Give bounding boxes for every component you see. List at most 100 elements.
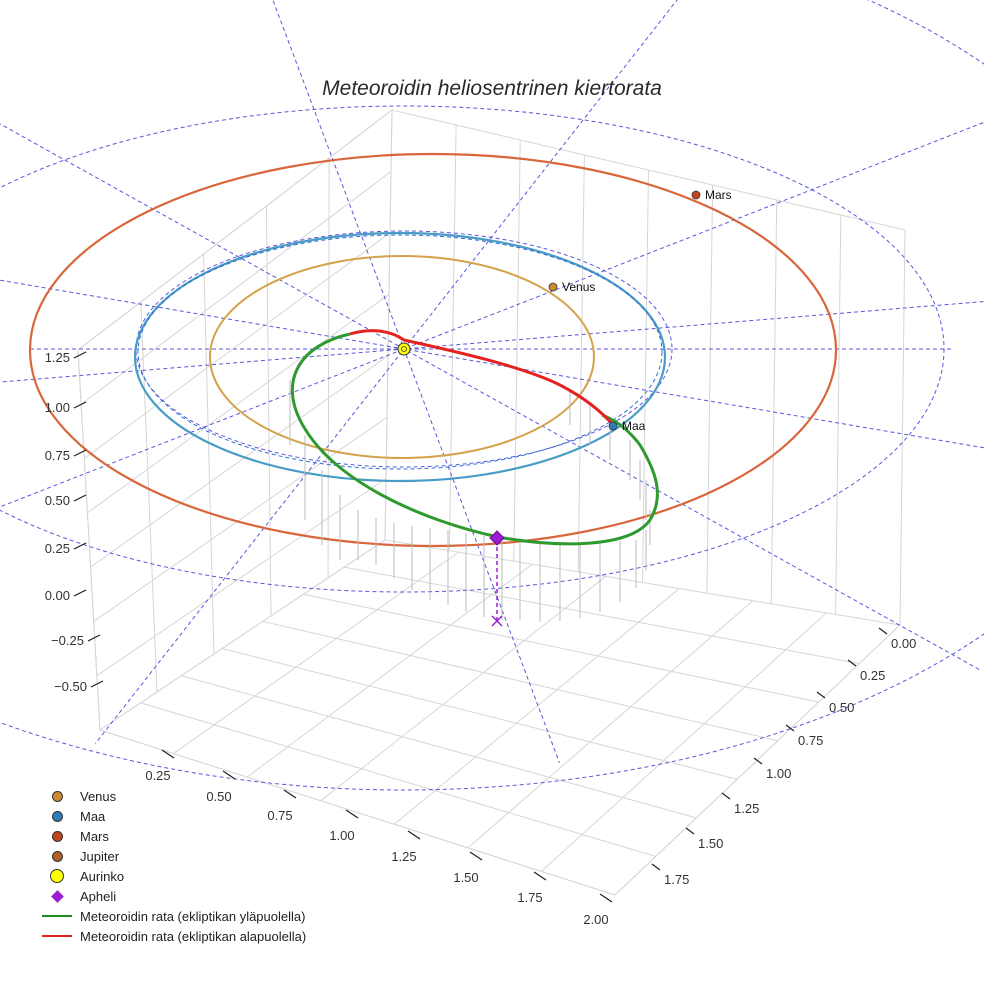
z-tick-label: 1.25 — [45, 350, 70, 365]
ecliptic-ring — [0, 0, 984, 791]
z-tick-mark — [73, 589, 87, 597]
grid-line — [262, 620, 778, 742]
x-tick-label: 0.25 — [145, 768, 170, 783]
y-tick-mark — [785, 724, 795, 732]
grid-box — [77, 109, 906, 896]
y-tick-mark — [878, 627, 888, 635]
y-tick-label: 1.00 — [766, 766, 791, 781]
y-tick-label: 1.50 — [698, 836, 723, 851]
grid-line — [541, 612, 827, 872]
y-tick-label: 0.00 — [891, 636, 916, 651]
grid-line — [222, 648, 738, 780]
legend-line-icon — [42, 915, 72, 917]
z-tick-label: 0.25 — [45, 541, 70, 556]
grid-line — [393, 588, 680, 825]
grid-line — [384, 109, 393, 541]
legend-item: Meteoroidin rata (ekliptikan alapuolella… — [38, 926, 306, 946]
grid-line — [203, 253, 215, 655]
planet-label-mars: Mars — [705, 188, 732, 202]
z-tick-label: −0.50 — [54, 679, 87, 694]
ecliptic-spoke — [0, 121, 984, 508]
grid-line — [90, 355, 389, 568]
ecliptic-spoke — [0, 123, 983, 672]
orbit-layer: Venus Maa Mars — [28, 152, 838, 627]
x-tick-mark — [345, 809, 359, 819]
grid-line — [77, 349, 101, 731]
grid-line — [577, 154, 585, 572]
x-tick-mark — [161, 749, 175, 759]
grid-line — [87, 293, 390, 514]
legend-line-icon — [42, 935, 72, 937]
y-tick-label: 0.25 — [860, 668, 885, 683]
z-tick-label: −0.25 — [51, 633, 84, 648]
x-tick-label: 0.75 — [267, 808, 292, 823]
legend-label: Venus — [80, 788, 117, 804]
grid-line — [96, 478, 387, 677]
z-tick-mark — [87, 634, 101, 642]
legend-label: Maa — [80, 808, 106, 824]
aphelion-marker — [489, 530, 505, 546]
legend-label: Meteoroidin rata (ekliptikan yläpuolella… — [80, 908, 306, 924]
sun-marker — [397, 342, 411, 356]
grid-line — [706, 184, 714, 594]
legend-label: Mars — [80, 828, 109, 844]
legend-item: Maa — [38, 806, 306, 826]
legend-label: Jupiter — [80, 848, 120, 864]
z-tick-label: 0.75 — [45, 448, 70, 463]
earth-orbit-ref — [137, 234, 663, 470]
grid-line — [835, 214, 842, 615]
grid-line — [83, 232, 391, 459]
legend-label: Meteoroidin rata (ekliptikan alapuolella… — [80, 928, 307, 944]
y-tick-mark — [685, 827, 695, 835]
legend-item: Apheli — [38, 886, 306, 906]
z-tick-mark — [73, 401, 87, 409]
legend-dot-icon — [51, 830, 63, 842]
grid-line — [99, 539, 386, 731]
planet-label-venus: Venus — [562, 280, 595, 294]
meteoroid-orbit-below — [349, 329, 616, 427]
x-tick-mark — [222, 770, 236, 780]
z-tick-label: 0.50 — [45, 493, 70, 508]
legend: Venus Maa Mars Jupiter Aurinko Apheli Meteoroi… — [38, 786, 306, 946]
z-tick-mark — [90, 680, 104, 688]
grid-line — [77, 109, 393, 351]
y-tick-mark — [753, 757, 763, 765]
legend-diamond-icon — [50, 889, 64, 903]
legend-label: Aurinko — [80, 868, 125, 884]
legend-symbol — [38, 886, 76, 906]
legend-item: Jupiter — [38, 846, 306, 866]
y-tick-mark — [651, 863, 661, 871]
grid-line — [770, 199, 778, 604]
legend-dot-icon — [51, 850, 63, 862]
z-tick-mark — [73, 494, 87, 502]
x-tick-label: 0.50 — [206, 789, 231, 804]
y-tick-label: 1.75 — [664, 872, 689, 887]
grid-line — [99, 729, 616, 896]
planet-mars — [691, 190, 701, 200]
venus-orbit — [209, 255, 595, 459]
legend-symbol — [38, 846, 76, 866]
grid-line — [140, 702, 656, 857]
legend-symbol — [38, 786, 76, 806]
aphelion-ecliptic-mark — [491, 615, 503, 627]
y-tick-mark — [847, 659, 857, 667]
legend-item: Mars — [38, 826, 306, 846]
grid-line — [327, 157, 330, 579]
x-tick-mark — [283, 789, 297, 799]
earth-orbit — [133, 231, 667, 483]
grid-line — [467, 600, 754, 849]
y-tick-label: 0.50 — [829, 700, 854, 715]
chart-title: Meteoroidin heliosentrinen kiertorata — [322, 77, 662, 100]
legend-item: Meteoroidin rata (ekliptikan yläpuolella… — [38, 906, 306, 926]
z-tick-mark — [73, 449, 87, 457]
z-tick-label: 0.00 — [45, 588, 70, 603]
x-tick-label: 1.50 — [453, 870, 478, 885]
grid-line — [344, 566, 860, 665]
grid-line — [303, 593, 819, 703]
grid-line — [265, 205, 272, 617]
grid-line — [448, 124, 457, 551]
grid-line — [93, 416, 388, 622]
x-tick-label: 1.75 — [517, 890, 542, 905]
ecliptic-spoke — [94, 0, 678, 744]
